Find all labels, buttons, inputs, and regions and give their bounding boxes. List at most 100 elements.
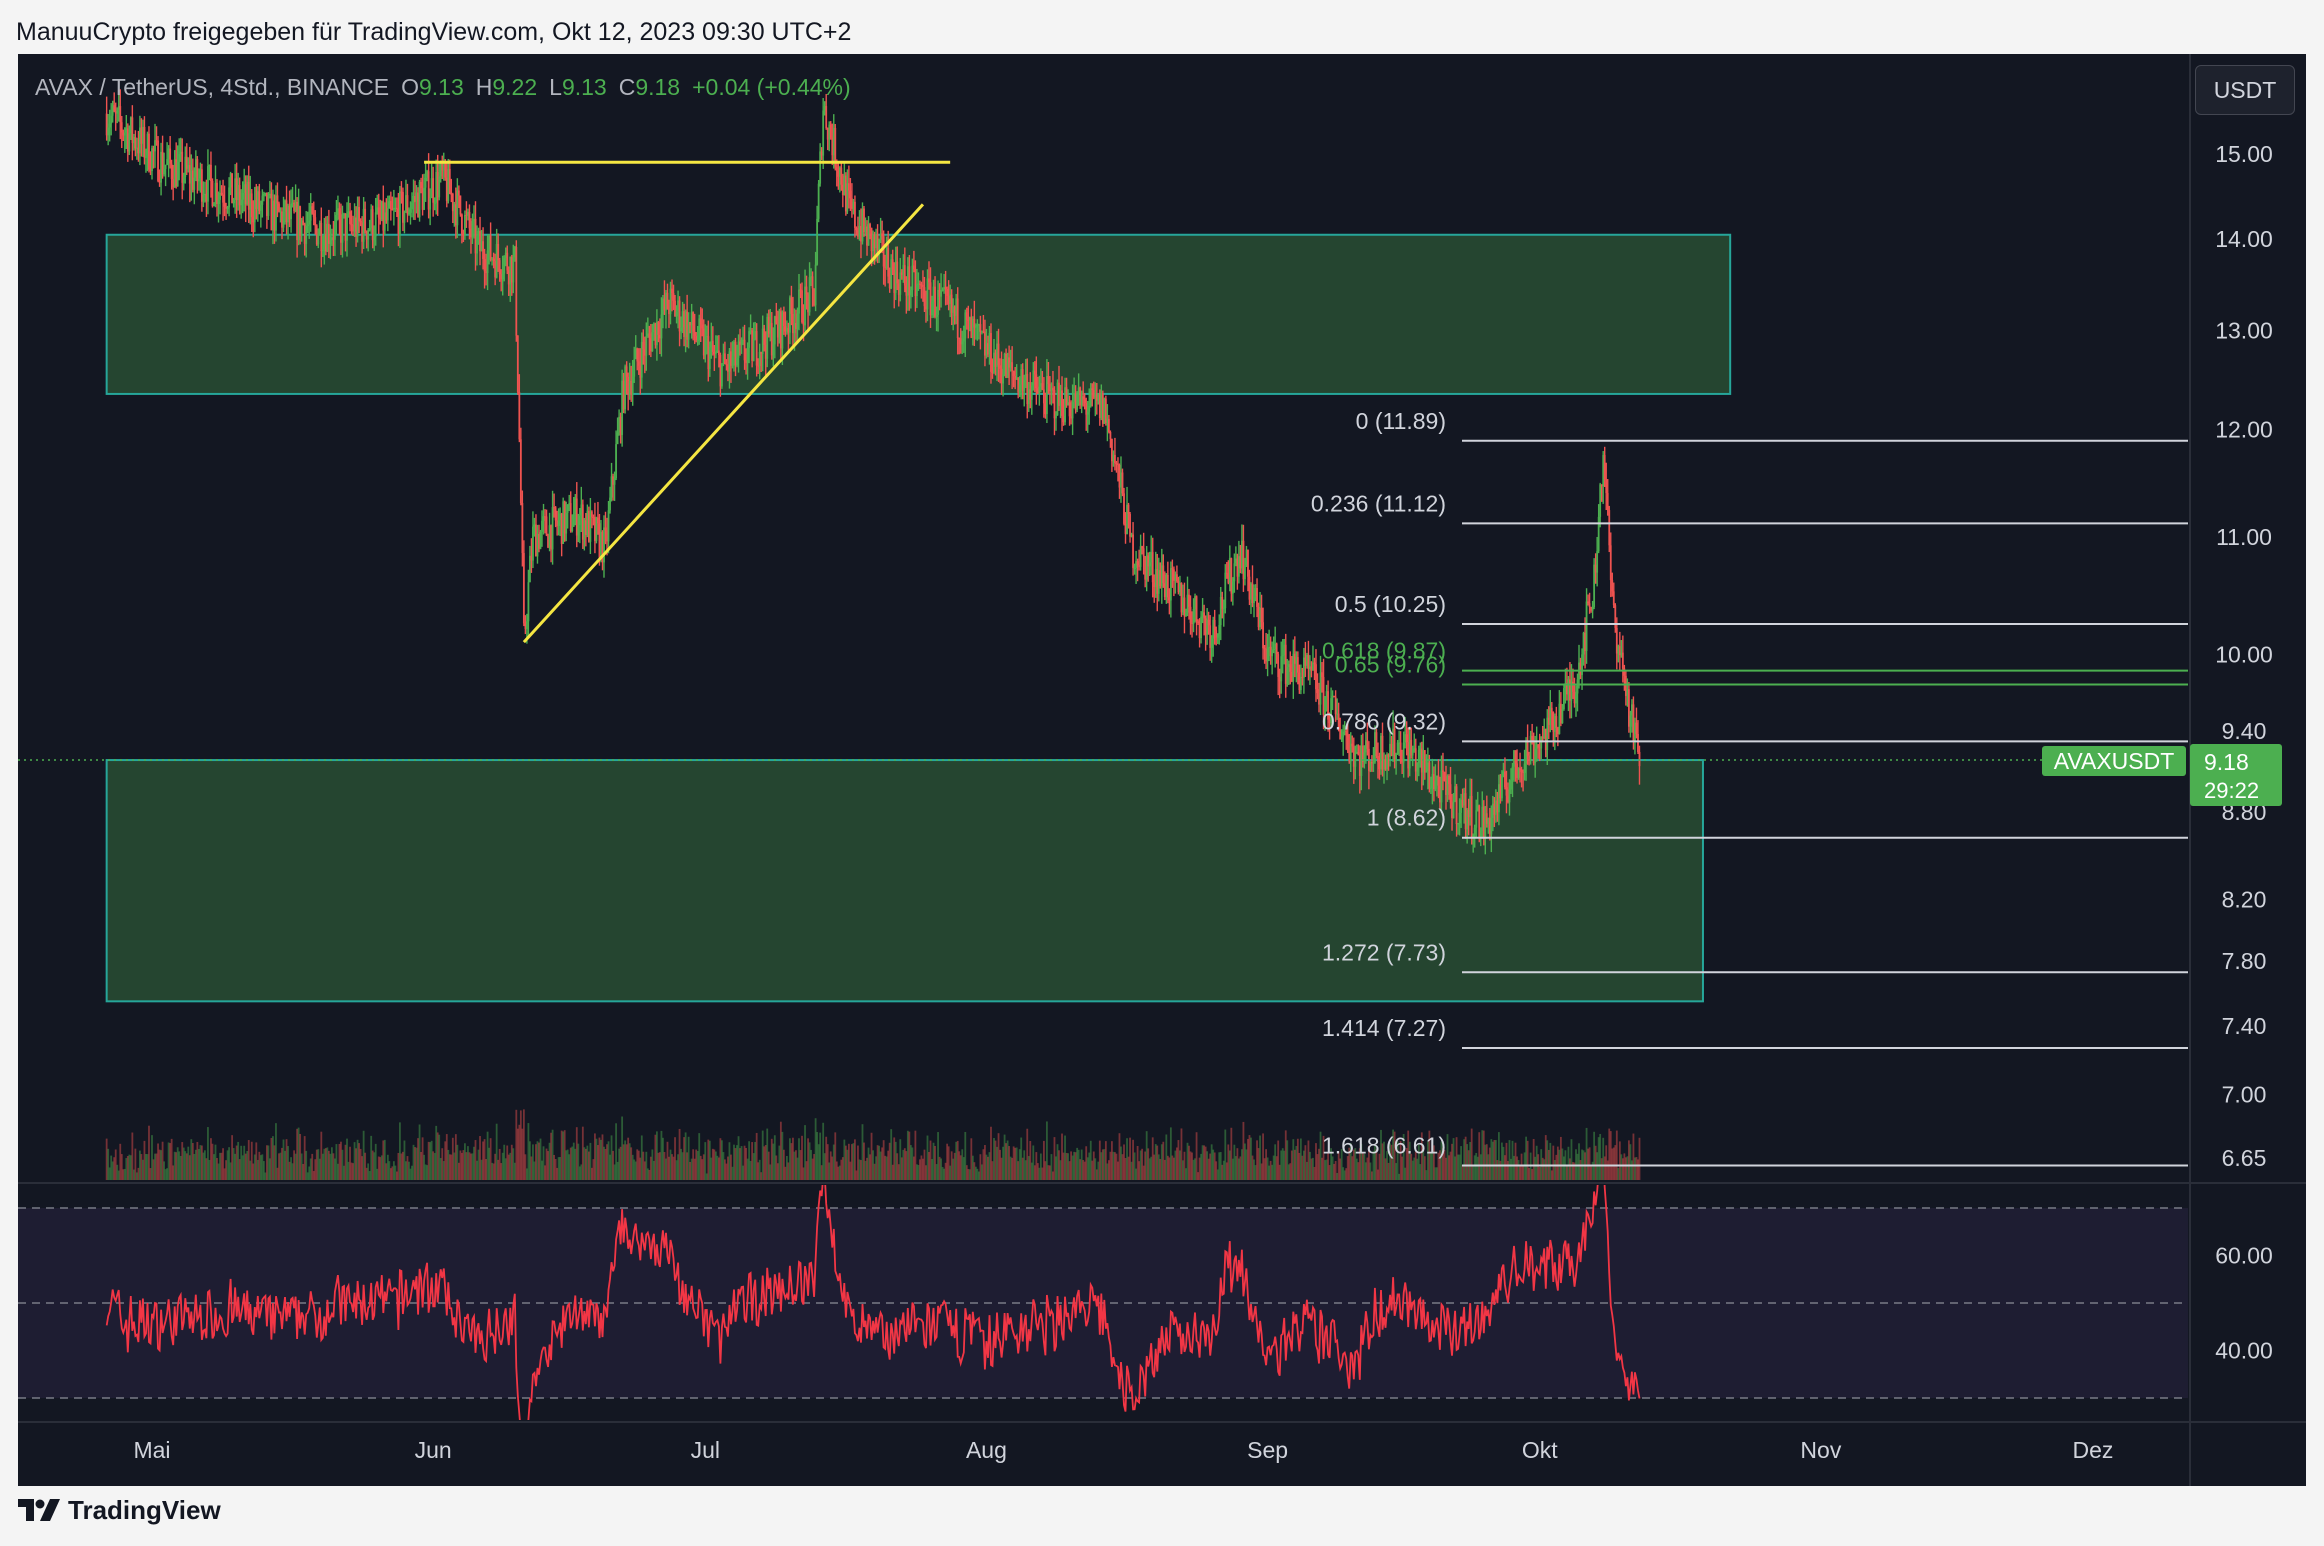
volume-bar [326, 1147, 329, 1180]
candle-body [1460, 799, 1463, 813]
candle-body [905, 285, 908, 296]
fib-label-4: 0.65 (9.76) [1335, 651, 1446, 677]
volume-bar [495, 1123, 498, 1180]
volume-bar [758, 1159, 761, 1180]
candle-body [855, 227, 858, 231]
candle-body [1201, 612, 1204, 617]
volume-bar [334, 1158, 336, 1180]
volume-bar [696, 1150, 699, 1180]
volume-bar [1541, 1157, 1544, 1180]
volume-bar [420, 1151, 422, 1180]
volume-bar [309, 1158, 312, 1180]
tradingview-logo[interactable]: TradingView [18, 1492, 221, 1528]
candle-body [1401, 761, 1404, 763]
volume-bar [594, 1133, 596, 1180]
candle-body [386, 208, 389, 221]
volume-bar [911, 1147, 914, 1180]
candle-body [1405, 734, 1408, 743]
volume-bar [1475, 1152, 1478, 1180]
volume-bar [365, 1167, 368, 1180]
candle-body [1278, 677, 1281, 682]
candle-body [1612, 591, 1615, 606]
volume-bar [916, 1164, 918, 1180]
volume-bar [686, 1152, 689, 1180]
volume-bar [1556, 1146, 1559, 1180]
candle-body [284, 200, 286, 212]
candle-body [352, 224, 354, 232]
volume-bar [220, 1152, 223, 1180]
volume-bar [876, 1145, 879, 1180]
volume-bar [148, 1125, 150, 1180]
volume-bar [630, 1147, 633, 1180]
candle-body [686, 311, 689, 340]
volume-bar [958, 1151, 961, 1180]
volume-bar [438, 1134, 441, 1180]
candle-body [229, 173, 232, 188]
candle-body [1494, 800, 1497, 815]
volume-bar [270, 1137, 273, 1180]
candle-body [1579, 662, 1582, 675]
candle-body [114, 111, 117, 114]
volume-bar [996, 1146, 998, 1180]
candle-body [196, 159, 199, 182]
candle-body [506, 252, 509, 271]
volume-bar [447, 1149, 450, 1180]
symbol-name[interactable]: AVAX / TetherUS, 4Std., BINANCE [35, 74, 390, 100]
candle-body [684, 311, 687, 337]
candle-body [1443, 772, 1446, 781]
candle-body [742, 339, 744, 341]
volume-bar [457, 1162, 460, 1180]
volume-bar [922, 1158, 924, 1180]
candle-body [727, 364, 729, 372]
currency-unit-button[interactable]: USDT [2195, 65, 2295, 115]
volume-bar [1012, 1146, 1015, 1180]
volume-bar [867, 1147, 870, 1180]
volume-bar [1230, 1127, 1233, 1180]
candle-body [285, 200, 288, 223]
candle-body [832, 127, 835, 156]
candle-body [609, 497, 611, 511]
volume-bar [633, 1159, 636, 1180]
candle-body [296, 201, 299, 241]
volume-bar [1310, 1158, 1313, 1180]
candle-body [725, 364, 728, 366]
volume-bar [566, 1149, 569, 1180]
volume-bar [155, 1153, 158, 1180]
volume-bar [482, 1141, 484, 1180]
candle-body [1073, 393, 1076, 402]
volume-bar [789, 1138, 791, 1180]
candle-body [1188, 594, 1190, 607]
ohlc-low: L9.13 [549, 74, 607, 101]
candle-body [397, 208, 400, 235]
volume-bar [164, 1169, 167, 1180]
candle-body [483, 259, 486, 272]
volume-bar [1182, 1160, 1184, 1180]
volume-bar [1112, 1151, 1115, 1180]
candle-body [601, 531, 604, 563]
volume-bar [460, 1152, 463, 1180]
volume-bar [200, 1145, 203, 1180]
candle-body [1135, 561, 1137, 568]
candle-body [334, 221, 336, 240]
candle-body [491, 258, 494, 260]
volume-bar [1587, 1148, 1589, 1180]
volume-bar [435, 1125, 438, 1180]
candle-body [241, 192, 244, 200]
volume-bar [506, 1145, 509, 1180]
candle-body [454, 204, 457, 226]
candle-body [1543, 729, 1546, 739]
candle-body [704, 336, 707, 356]
volume-bar [613, 1164, 616, 1180]
volume-bar [634, 1161, 637, 1180]
volume-bar [767, 1151, 770, 1180]
volume-bar [1550, 1170, 1553, 1180]
volume-bar [636, 1149, 639, 1180]
candle-body [1345, 730, 1348, 736]
candle-body [172, 179, 175, 188]
volume-bar [1049, 1165, 1051, 1180]
candle-body [474, 218, 477, 254]
candle-body [1513, 750, 1515, 767]
volume-bar [1452, 1138, 1455, 1180]
candle-body [312, 213, 315, 218]
